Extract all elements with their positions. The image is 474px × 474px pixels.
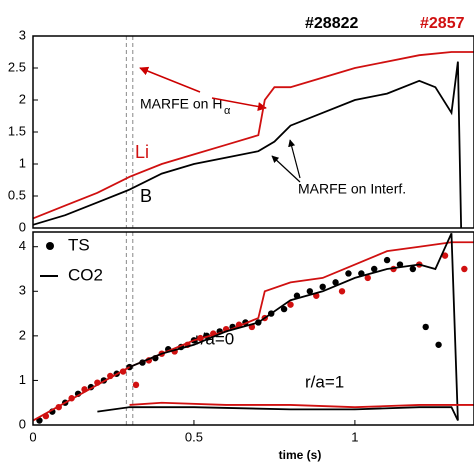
legend-label: TS	[68, 235, 90, 254]
y-tick-label: 4	[19, 238, 26, 253]
y-tick-label: 1	[19, 372, 26, 387]
y-tick-label: 2.5	[8, 59, 26, 74]
data-point	[287, 301, 294, 308]
annotation: B	[140, 186, 152, 206]
plot-frame	[32, 35, 474, 229]
data-line	[32, 61, 463, 229]
data-line	[97, 406, 459, 421]
data-point	[36, 417, 43, 424]
data-point	[364, 274, 371, 282]
x-tick-label: 0.5	[185, 429, 203, 444]
annotation: Li	[135, 142, 149, 162]
data-point	[345, 270, 352, 277]
x-tick-label: 0	[29, 429, 36, 444]
data-line	[32, 51, 474, 220]
shot-label: #2857	[420, 15, 465, 32]
data-point	[461, 265, 468, 273]
arrow	[288, 139, 301, 179]
y-tick-label: 0.5	[8, 187, 26, 202]
y-tick-label: 2	[19, 91, 26, 106]
y-tick-label: 0	[19, 219, 26, 234]
data-point	[338, 288, 346, 295]
y-tick-label: 1.5	[8, 123, 26, 138]
y-tick-label: 2	[19, 327, 26, 342]
data-point	[319, 283, 326, 291]
arrow	[211, 97, 267, 111]
data-line	[129, 401, 474, 409]
data-point	[422, 323, 429, 331]
data-point	[306, 288, 314, 295]
data-line	[129, 232, 459, 421]
x-tick-label: 1	[351, 429, 358, 444]
arrow	[139, 66, 201, 93]
panel: 0 0.5 1 1.5 2 2.5 3	[8, 27, 474, 234]
data-point	[441, 252, 449, 259]
data-point	[371, 265, 378, 273]
annotation: MARFE on Interf.	[298, 181, 406, 197]
data-point	[332, 279, 339, 286]
shot-label: #28822	[305, 15, 358, 32]
y-tick-label: 3	[19, 27, 26, 42]
annotation: MARFE on H	[140, 96, 222, 112]
data-point	[280, 305, 288, 313]
data-line	[32, 241, 474, 422]
annotation: r/a=1	[305, 372, 344, 391]
annotation: α	[224, 105, 231, 117]
panel: 0 1 2 3 4 0 0.5 1 time (s) TS CO2	[19, 231, 474, 462]
legend-label: CO2	[68, 265, 103, 284]
data-point	[435, 341, 442, 348]
arrow	[271, 155, 301, 183]
plot-frame	[32, 231, 474, 426]
y-tick-label: 0	[19, 416, 26, 431]
legend-swatch	[46, 242, 54, 250]
y-tick-label: 3	[19, 283, 26, 298]
x-axis-label: time (s)	[279, 448, 322, 462]
y-tick-label: 1	[19, 155, 26, 170]
data-point	[132, 381, 140, 389]
data-point	[409, 265, 417, 273]
data-point	[383, 256, 391, 264]
